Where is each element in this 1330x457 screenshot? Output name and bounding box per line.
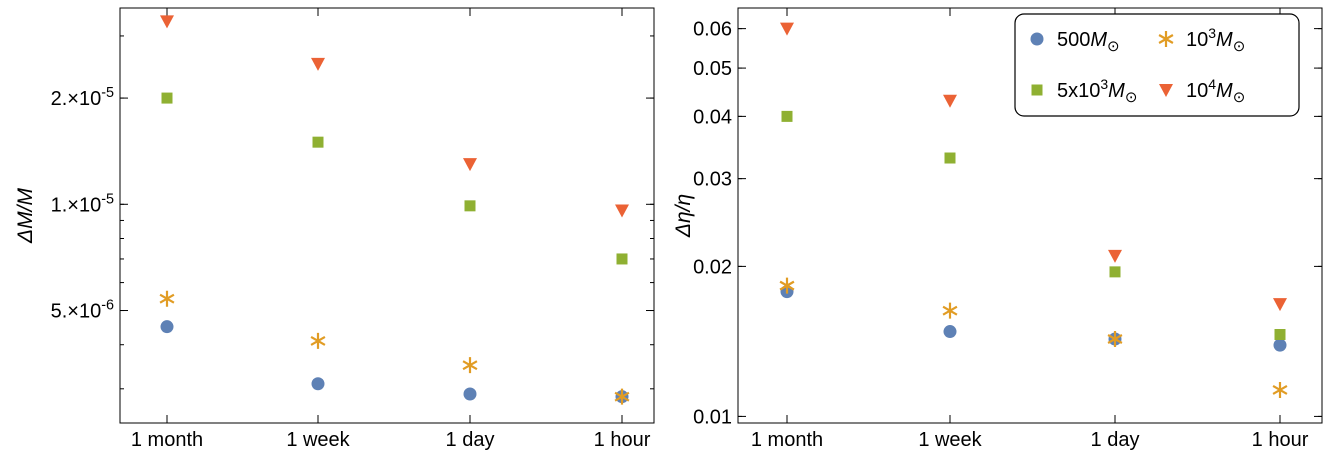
y-tick-label: 2.×10-5 [51,85,114,110]
y-tick-label: 1.×10-5 [51,191,114,216]
data-point [311,377,325,391]
data-point [159,290,175,307]
data-point [779,277,795,294]
x-tick-label: 1 month [751,429,823,451]
data-point [1273,338,1287,352]
data-point [615,204,629,218]
data-point [614,388,630,405]
data-point [160,320,174,334]
data-point [942,302,958,319]
legend-marker [1031,84,1043,96]
data-point [943,94,957,108]
data-point [1273,298,1287,312]
legend-label: 500M⊙ [1057,29,1120,55]
panel-1: 1 month 1 week 1 day 1 hour 5.×10-6 1.×10-5 2.… [14,7,655,451]
legend: 500M⊙ 103M⊙ 5x103M⊙ 104M⊙ [1014,13,1300,117]
data-point [463,158,477,172]
x-tick-label: 1 week [918,429,982,451]
y-tick-label: 0.02 [693,256,732,278]
plot-frame [119,7,655,424]
series-1 [780,285,1287,352]
series-4 [160,15,629,218]
y-axis-label: ΔM/M [14,188,37,244]
data-point [464,200,476,212]
data-point [1108,249,1122,263]
data-point [1107,330,1123,347]
legend-marker [1159,84,1173,97]
data-point [463,387,477,401]
data-point [1109,266,1121,278]
data-point [462,357,478,374]
data-point [311,57,325,71]
legend-marker [1030,32,1044,46]
x-tick-label: 1 hour [594,429,651,451]
series-3 [161,92,628,265]
data-point [780,22,794,36]
x-tick-label: 1 week [286,429,350,451]
data-point [1272,381,1288,398]
data-point [781,110,793,122]
plot-frame [737,7,1323,424]
x-tick-label: 1 hour [1252,429,1309,451]
series-1 [160,320,629,404]
data-point [310,332,326,349]
data-point [616,253,628,265]
y-tick-label: 0.05 [693,58,732,80]
series-4 [780,22,1287,312]
legend-label: 103M⊙ [1186,25,1245,55]
legend-label: 5x103M⊙ [1057,76,1137,106]
legend-marker [1158,31,1174,47]
legend-box [1014,13,1300,117]
data-point [1274,329,1286,341]
x-tick-label: 1 month [131,429,203,451]
x-tick-label: 1 day [1091,429,1140,451]
y-tick-label: 5.×10-6 [51,298,114,323]
data-point [312,136,324,148]
series-3 [781,110,1286,341]
series-2 [779,277,1288,398]
y-tick-label: 0.01 [693,406,732,428]
panel-2: 1 month 1 week 1 day 1 hour 0.01 0.02 0.03 0.04… [672,7,1323,451]
y-tick-label: 0.03 [693,169,732,191]
legend-label: 104M⊙ [1186,76,1245,106]
data-point [944,152,956,164]
data-point [160,15,174,29]
data-point [943,325,957,339]
data-point [161,92,173,104]
y-tick-label: 0.04 [693,106,732,128]
y-tick-label: 0.06 [693,19,732,41]
x-tick-label: 1 day [446,429,495,451]
y-axis-label: Δη/η [672,194,695,238]
series-2 [159,290,630,405]
